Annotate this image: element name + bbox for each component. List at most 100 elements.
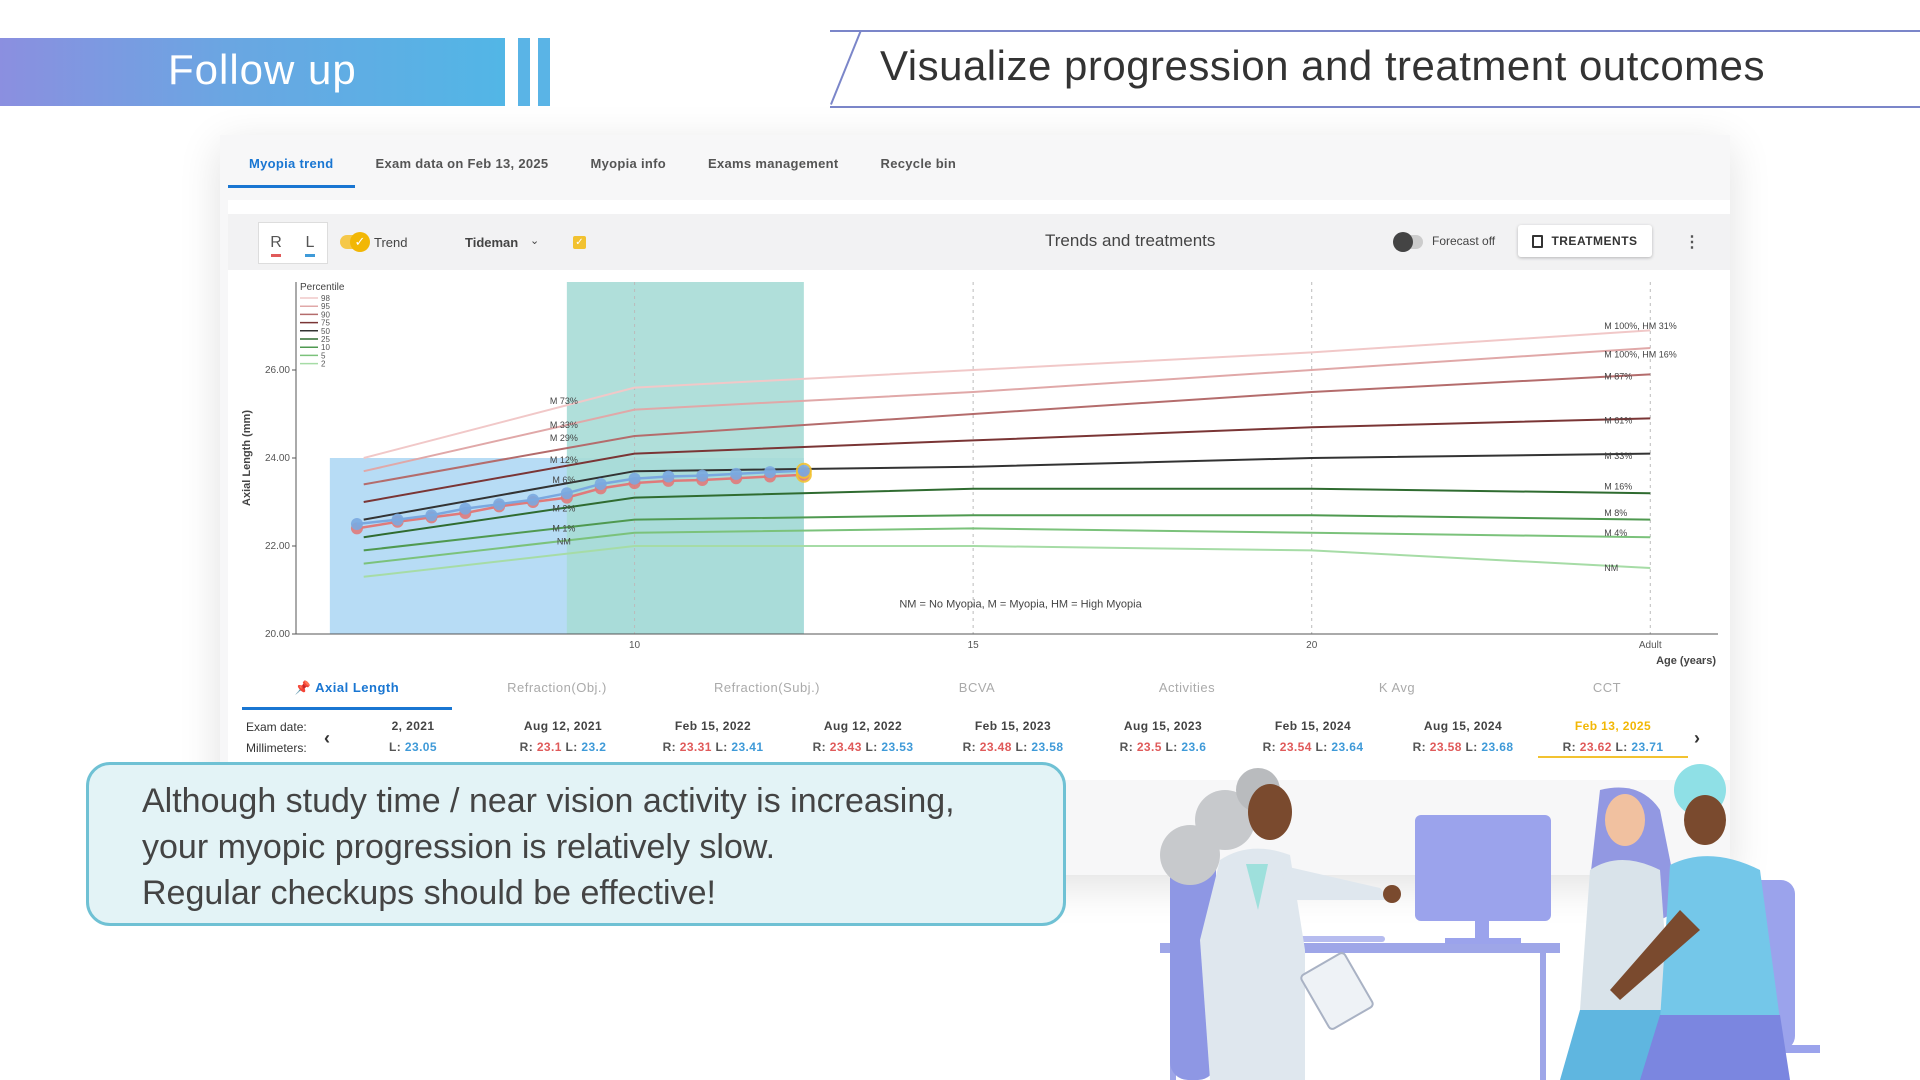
model-select[interactable]: Tideman xyxy=(465,235,519,250)
right-value: 23.1 xyxy=(536,740,566,754)
eye-left-button[interactable]: L xyxy=(293,223,327,263)
curve-label-right: M 100%, HM 31% xyxy=(1604,321,1677,331)
percentile-curve xyxy=(363,417,1651,503)
data-point xyxy=(391,513,404,526)
left-value: 23.2 xyxy=(581,740,607,754)
monitor-stand xyxy=(1475,921,1489,939)
curve-label-right: M 16% xyxy=(1604,482,1632,492)
exam-item[interactable]: Aug 15, 2024 R: 23.58 L: 23.68 xyxy=(1388,716,1538,766)
left-value: 23.71 xyxy=(1631,740,1664,754)
curve-label-right: M 100%, HM 16% xyxy=(1604,350,1677,360)
more-vert-icon[interactable]: ⋮ xyxy=(1684,234,1700,251)
tab-myopia-trend[interactable]: Myopia trend xyxy=(228,148,355,188)
doctor-hand xyxy=(1383,885,1401,903)
clipboard-icon xyxy=(1532,234,1544,248)
tab-exams-management[interactable]: Exams management xyxy=(708,156,839,171)
left-value: 23.41 xyxy=(731,740,764,754)
curve-label-left: NM xyxy=(557,537,571,547)
child-pants xyxy=(1640,1015,1790,1080)
exam-date: Aug 12, 2021 xyxy=(523,719,603,733)
data-point xyxy=(764,466,776,479)
header-banner xyxy=(0,38,505,106)
axial-length-chart: 20.00 22.00 24.00 26.00 10 15 20 Adult Age (year… xyxy=(241,282,1718,667)
metric-tab-bcva[interactable]: BCVA xyxy=(958,680,996,695)
exam-item[interactable]: Aug 12, 2021 R: 23.1 L: 23.2 xyxy=(488,716,638,766)
toggle-knob xyxy=(1393,232,1413,252)
exam-item[interactable]: Feb 15, 2022 R: 23.31 L: 23.41 xyxy=(638,716,788,766)
curve-label-left: M 2% xyxy=(552,504,575,514)
exam-values: R: 23.1 L: 23.2 xyxy=(488,736,638,758)
child-arm xyxy=(1610,910,1700,1000)
exam-date: 2, 2021 xyxy=(391,719,435,733)
x-tick-label: 10 xyxy=(629,640,641,651)
message-text: Although study time / near vision activi… xyxy=(142,778,955,916)
exam-date: Feb 15, 2024 xyxy=(1274,719,1352,733)
eye-selector: R L xyxy=(258,222,328,264)
exam-date: Aug 15, 2024 xyxy=(1423,719,1503,733)
left-prefix: L: xyxy=(1015,740,1032,754)
treatments-button[interactable]: TREATMENTS xyxy=(1518,225,1652,257)
chevron-down-icon[interactable]: ⌄ xyxy=(530,235,540,247)
monitor xyxy=(1415,815,1551,921)
exam-item[interactable]: Feb 15, 2023 R: 23.48 L: 23.58 xyxy=(938,716,1088,766)
metric-tab-axial-length[interactable]: 📌 Axial Length xyxy=(242,672,452,710)
data-point xyxy=(662,470,675,483)
left-prefix: L: xyxy=(1165,740,1182,754)
left-prefix: L: xyxy=(1465,740,1482,754)
left-eye-marker xyxy=(305,254,315,257)
treatment-region xyxy=(566,282,804,634)
option-checkbox[interactable]: ✓ xyxy=(573,236,586,249)
right-value: 23.62 xyxy=(1579,740,1616,754)
trend-toggle[interactable]: ✓ xyxy=(340,232,370,252)
right-eye-marker xyxy=(271,254,281,257)
page-title: Follow up xyxy=(168,46,357,93)
left-prefix: L: xyxy=(1315,740,1332,754)
forecast-toggle[interactable] xyxy=(1393,232,1423,252)
x-tick-label: 20 xyxy=(1306,640,1318,651)
chart-toolbar xyxy=(228,214,1730,270)
curve-label-left: M 1% xyxy=(552,523,575,533)
left-prefix: L: xyxy=(715,740,732,754)
chart-footnote: NM = No Myopia, M = Myopia, HM = High My… xyxy=(899,599,1142,611)
metric-tab-activities[interactable]: Activities xyxy=(1158,680,1216,695)
eye-right-button[interactable]: R xyxy=(259,223,293,263)
chevron-right-icon[interactable]: › xyxy=(1694,728,1700,748)
legend-entry: 50 xyxy=(321,327,330,336)
tagline: Visualize progression and treatment outc… xyxy=(880,42,1766,89)
forecast-label: Forecast off xyxy=(1432,234,1496,248)
exam-item[interactable]: Aug 12, 2022 R: 23.43 L: 23.53 xyxy=(788,716,938,766)
exam-date: Feb 15, 2022 xyxy=(674,719,752,733)
tab-exam-data[interactable]: Exam data on Feb 13, 2025 xyxy=(375,156,549,171)
desk-leg xyxy=(1540,953,1546,1080)
metric-tab-refraction-subj[interactable]: Refraction(Subj.) xyxy=(713,680,821,695)
percentile-curve xyxy=(363,514,1651,552)
exam-item[interactable]: Feb 13, 2025 R: 23.62 L: 23.71 xyxy=(1538,716,1688,766)
metric-tabs: 📌 Axial Length Refraction(Obj.) Refracti… xyxy=(242,672,1712,710)
right-prefix: R: xyxy=(662,740,680,754)
legend-entry: 75 xyxy=(321,319,330,328)
right-prefix: R: xyxy=(812,740,830,754)
exam-item[interactable]: 2, 2021 L: 23.05 xyxy=(338,716,488,766)
left-value: 23.05 xyxy=(404,740,437,754)
doctor-scrub xyxy=(1246,864,1268,910)
tab-myopia-info[interactable]: Myopia info xyxy=(590,156,666,171)
left-value: 23.64 xyxy=(1331,740,1364,754)
metric-tab-k-avg[interactable]: K Avg xyxy=(1378,680,1416,695)
metric-tab-refraction-obj[interactable]: Refraction(Obj.) xyxy=(507,680,607,695)
right-prefix: R: xyxy=(1412,740,1430,754)
left-value: 23.53 xyxy=(881,740,914,754)
exam-list: 2, 2021 L: 23.05 Aug 12, 2021 R: 23.1 L: 2… xyxy=(338,716,1688,766)
pin-icon: 📌 xyxy=(294,680,312,695)
exam-item[interactable]: Feb 15, 2024 R: 23.54 L: 23.64 xyxy=(1238,716,1388,766)
exam-values: L: 23.05 xyxy=(338,736,488,758)
exam-date: Aug 15, 2023 xyxy=(1123,719,1203,733)
chevron-left-icon[interactable]: ‹ xyxy=(324,728,330,748)
percentile-curve xyxy=(363,329,1651,459)
tab-recycle-bin[interactable]: Recycle bin xyxy=(880,156,957,171)
data-point xyxy=(527,493,539,506)
child-face xyxy=(1684,795,1726,845)
doctor-coat xyxy=(1200,848,1305,1080)
metric-tab-cct[interactable]: CCT xyxy=(1592,680,1622,695)
legend-entry: 5 xyxy=(321,351,326,360)
exam-item[interactable]: Aug 15, 2023 R: 23.5 L: 23.6 xyxy=(1088,716,1238,766)
